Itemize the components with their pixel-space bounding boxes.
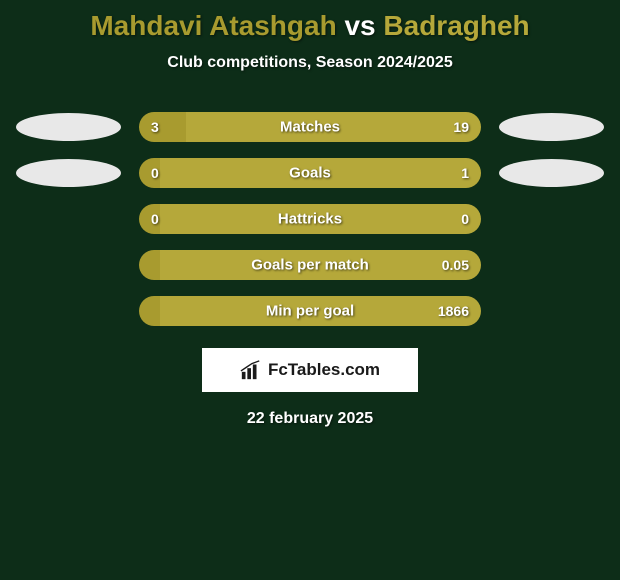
bar-segment-left — [139, 112, 186, 142]
brand-text: FcTables.com — [268, 360, 380, 380]
spacer — [16, 251, 121, 279]
bar-segment-left — [139, 296, 160, 326]
stat-label: Goals — [289, 165, 331, 182]
stat-row: Matches 3 19 — [0, 112, 620, 142]
stat-value-left: 3 — [151, 119, 159, 135]
date-label: 22 february 2025 — [0, 410, 620, 428]
stat-value-right: 0 — [461, 211, 469, 227]
stat-value-right: 1 — [461, 165, 469, 181]
brand-box: FcTables.com — [202, 348, 418, 392]
comparison-title: Mahdavi Atashgah vs Badragheh — [0, 0, 620, 42]
stats-container: Matches 3 19 Goals 0 1 Hattricks 0 0 Goals per ma… — [0, 112, 620, 326]
player1-name: Mahdavi Atashgah — [90, 10, 336, 41]
stat-value-left: 0 — [151, 211, 159, 227]
stat-value-right: 1866 — [438, 303, 469, 319]
bar-segment-left — [139, 250, 160, 280]
spacer — [499, 297, 604, 325]
spacer — [16, 297, 121, 325]
stat-bar: Min per goal 1866 — [139, 296, 481, 326]
stat-label: Min per goal — [266, 303, 354, 320]
player-badge-right — [499, 159, 604, 187]
player-badge-right — [499, 113, 604, 141]
stat-row: Min per goal 1866 — [0, 296, 620, 326]
player-badge-left — [16, 159, 121, 187]
stat-value-right: 0.05 — [442, 257, 469, 273]
player-badge-left — [16, 113, 121, 141]
stat-bar: Hattricks 0 0 — [139, 204, 481, 234]
spacer — [499, 205, 604, 233]
stat-label: Matches — [280, 119, 340, 136]
stat-value-right: 19 — [453, 119, 469, 135]
subtitle: Club competitions, Season 2024/2025 — [0, 54, 620, 72]
player2-name: Badragheh — [383, 10, 529, 41]
spacer — [16, 205, 121, 233]
stat-label: Hattricks — [278, 211, 342, 228]
stat-row: Goals per match 0.05 — [0, 250, 620, 280]
stat-bar: Goals 0 1 — [139, 158, 481, 188]
stat-bar: Goals per match 0.05 — [139, 250, 481, 280]
stat-value-left: 0 — [151, 165, 159, 181]
spacer — [499, 251, 604, 279]
stat-row: Hattricks 0 0 — [0, 204, 620, 234]
stat-label: Goals per match — [251, 257, 369, 274]
vs-word: vs — [344, 10, 375, 41]
stat-row: Goals 0 1 — [0, 158, 620, 188]
bar-chart-icon — [240, 359, 262, 381]
stat-bar: Matches 3 19 — [139, 112, 481, 142]
